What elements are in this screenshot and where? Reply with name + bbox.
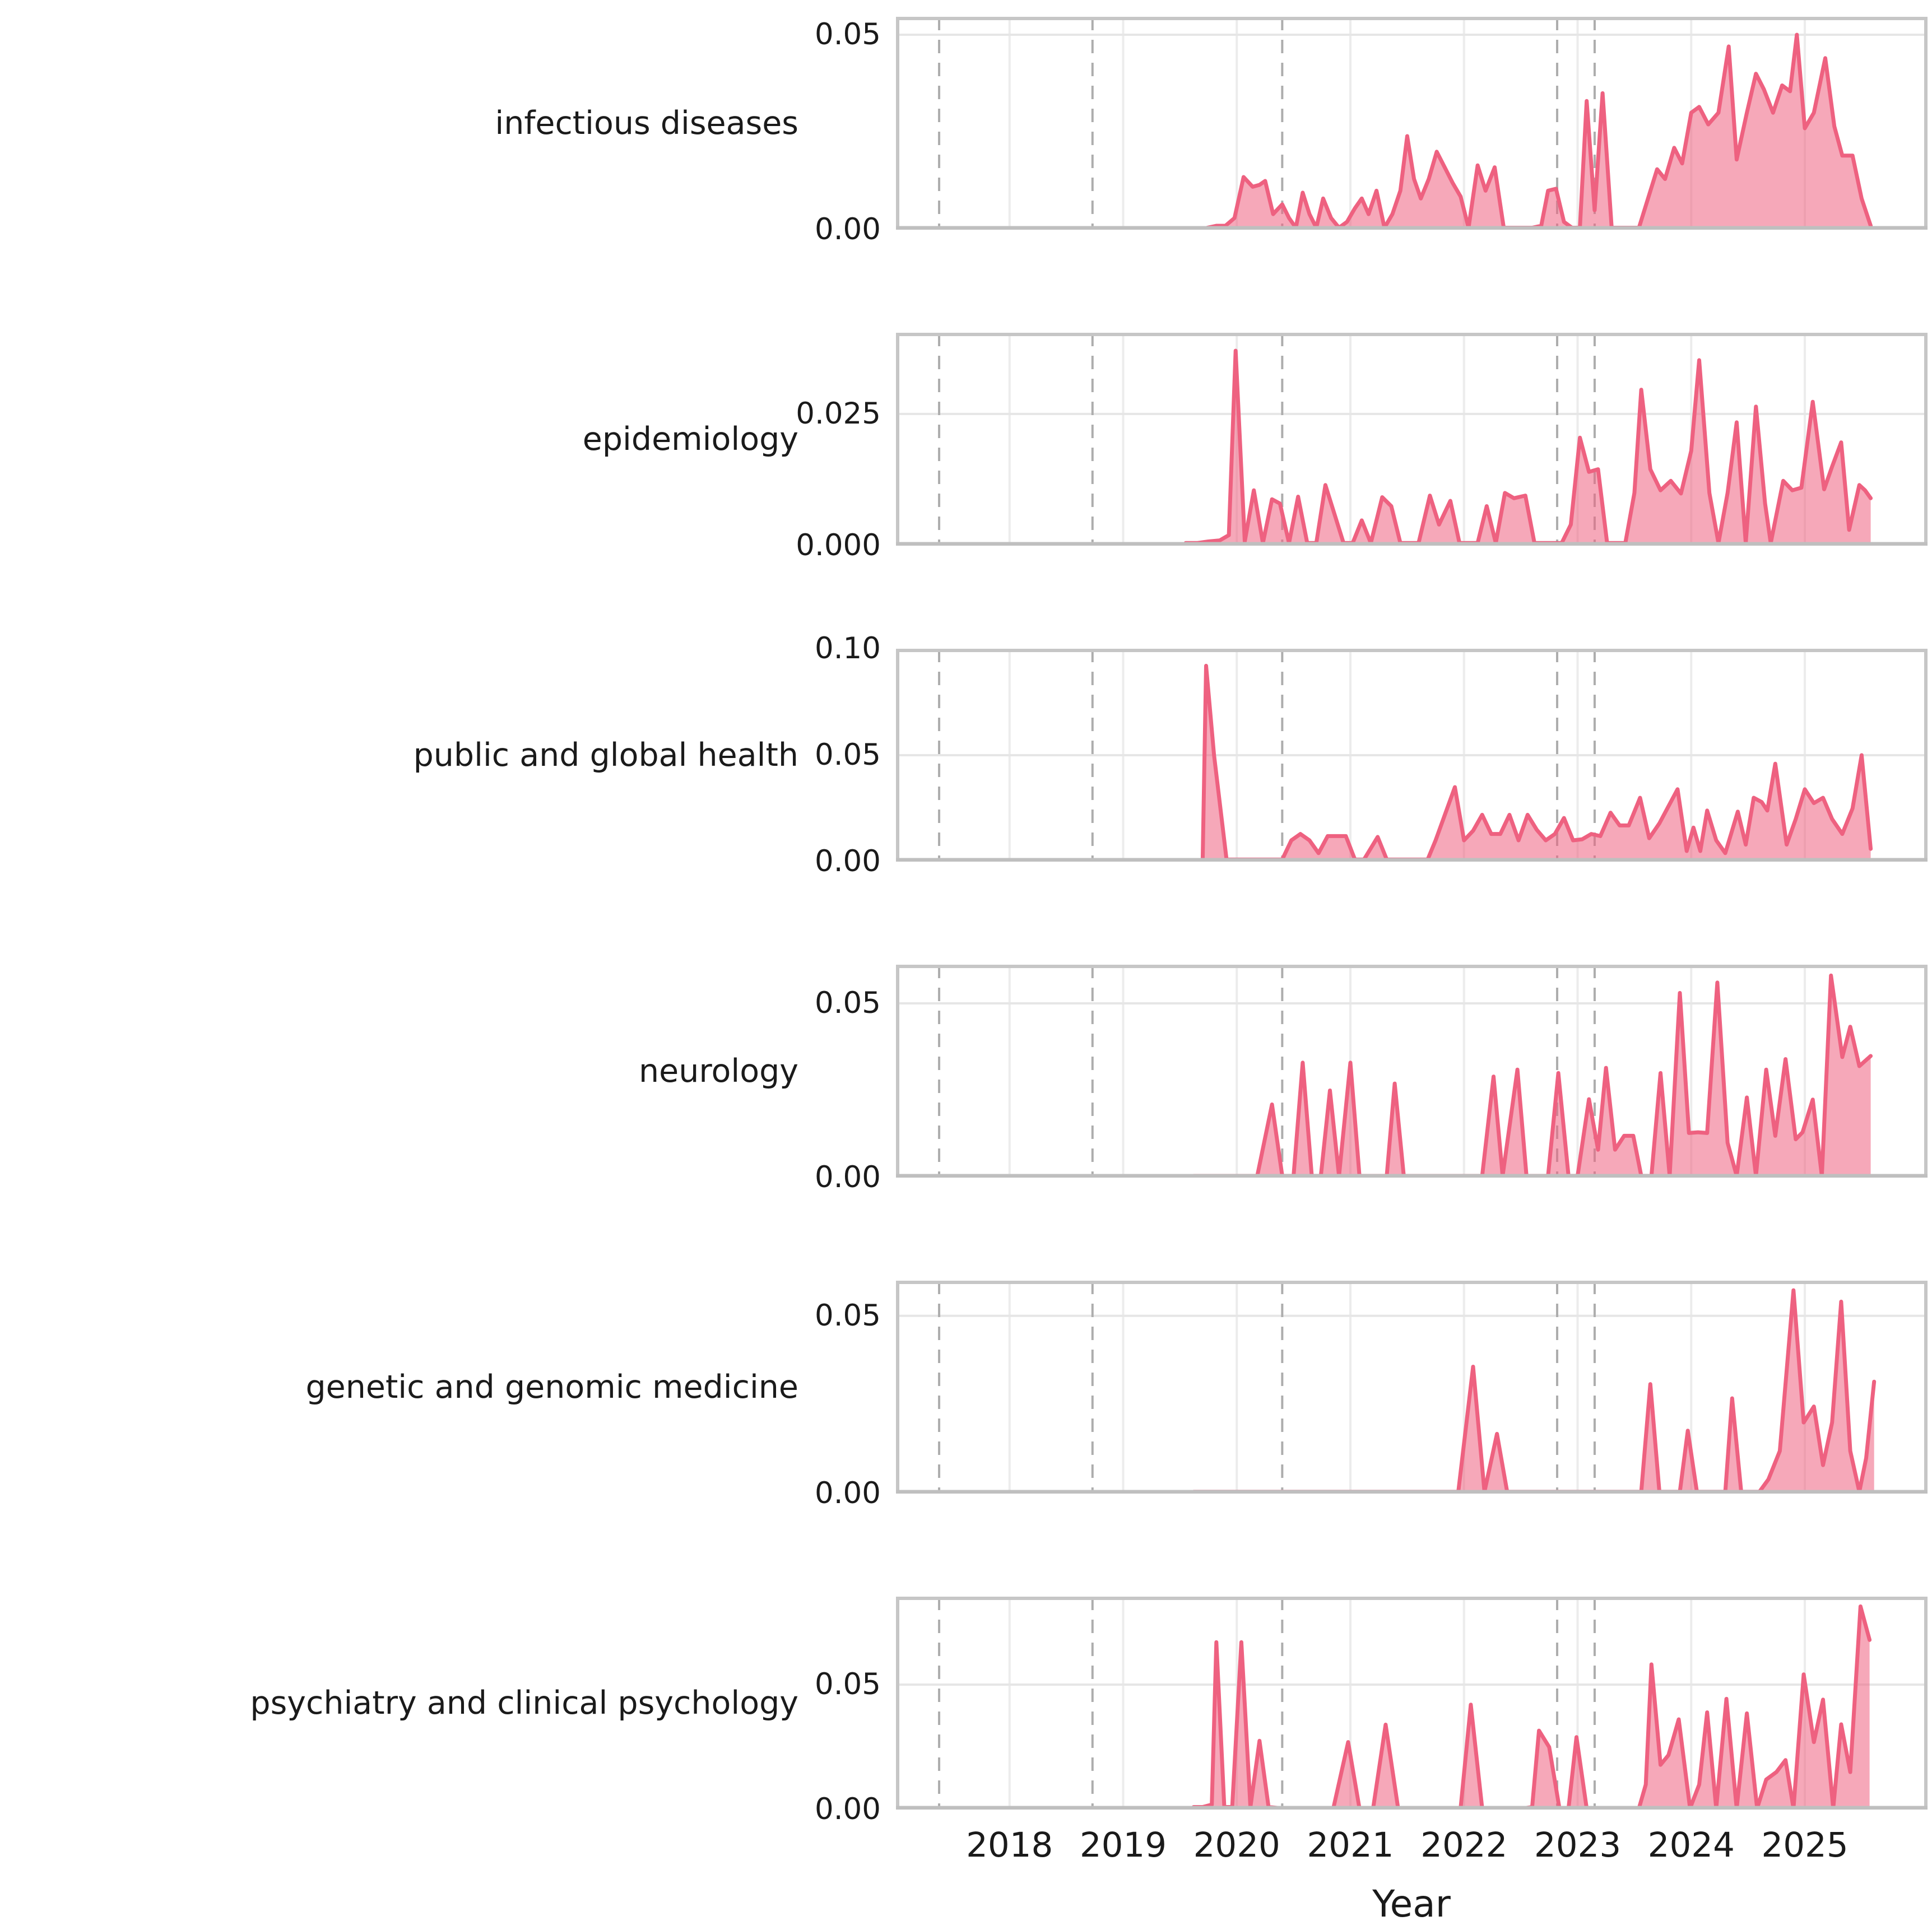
row-label-neurology: neurology xyxy=(639,1053,798,1090)
x-tick-label-2020: 2020 xyxy=(1193,1825,1280,1865)
chart-plot-public-and-global-health xyxy=(896,649,1928,862)
x-axis-title: Year xyxy=(1372,1882,1451,1926)
trend-line-neurology xyxy=(1191,973,1873,1178)
y-tick-label-public-and-global-health-0.00: 0.00 xyxy=(814,844,881,878)
x-tick-label-2024: 2024 xyxy=(1647,1825,1735,1865)
x-tick-label-2023: 2023 xyxy=(1534,1825,1622,1865)
row-label-infectious-diseases: infectious diseases xyxy=(495,105,798,142)
y-tick-label-neurology-0.05: 0.05 xyxy=(814,986,881,1021)
area-fill-infectious-diseases xyxy=(1207,35,1871,230)
y-tick-label-epidemiology-0.000: 0.000 xyxy=(796,528,881,562)
x-tick-label-2025: 2025 xyxy=(1761,1825,1849,1865)
chart-plot-psychiatry-and-clinical-psychology xyxy=(896,1597,1928,1810)
y-tick-label-infectious-diseases-0.00: 0.00 xyxy=(814,212,881,247)
chart-plot-neurology xyxy=(896,965,1928,1178)
x-tick-label-2019: 2019 xyxy=(1079,1825,1167,1865)
y-tick-label-genetic-and-genomic-medicine-0.05: 0.05 xyxy=(814,1298,881,1333)
area-fill-epidemiology xyxy=(1186,351,1871,546)
row-label-psychiatry-and-clinical-psychology: psychiatry and clinical psychology xyxy=(250,1685,798,1722)
y-tick-label-epidemiology-0.025: 0.025 xyxy=(796,396,881,431)
y-tick-label-genetic-and-genomic-medicine-0.00: 0.00 xyxy=(814,1476,881,1510)
y-tick-label-psychiatry-and-clinical-psychology-0.00: 0.00 xyxy=(814,1792,881,1826)
x-tick-label-2021: 2021 xyxy=(1307,1825,1394,1865)
area-fill-genetic-and-genomic-medicine xyxy=(1193,1290,1874,1494)
y-tick-label-infectious-diseases-0.05: 0.05 xyxy=(814,17,881,52)
y-tick-label-public-and-global-health-0.10: 0.10 xyxy=(814,631,881,666)
y-tick-label-public-and-global-health-0.05: 0.05 xyxy=(814,738,881,772)
trend-line-public-and-global-health xyxy=(1200,663,1873,862)
x-tick-label-2022: 2022 xyxy=(1420,1825,1508,1865)
y-tick-label-psychiatry-and-clinical-psychology-0.05: 0.05 xyxy=(814,1667,881,1701)
trend-line-genetic-and-genomic-medicine xyxy=(1191,1288,1877,1494)
chart-plot-infectious-diseases xyxy=(896,17,1928,230)
y-tick-label-neurology-0.00: 0.00 xyxy=(814,1160,881,1194)
x-tick-label-2018: 2018 xyxy=(966,1825,1053,1865)
trend-line-psychiatry-and-clinical-psychology xyxy=(1191,1604,1872,1810)
chart-plot-genetic-and-genomic-medicine xyxy=(896,1281,1928,1494)
row-label-epidemiology: epidemiology xyxy=(582,421,798,458)
chart-plot-epidemiology xyxy=(896,333,1928,546)
area-fill-psychiatry-and-clinical-psychology xyxy=(1193,1606,1870,1810)
row-label-genetic-and-genomic-medicine: genetic and genomic medicine xyxy=(305,1369,799,1406)
row-label-public-and-global-health: public and global health xyxy=(413,737,798,774)
area-fill-public-and-global-health xyxy=(1202,666,1871,862)
trend-line-epidemiology xyxy=(1183,348,1873,545)
